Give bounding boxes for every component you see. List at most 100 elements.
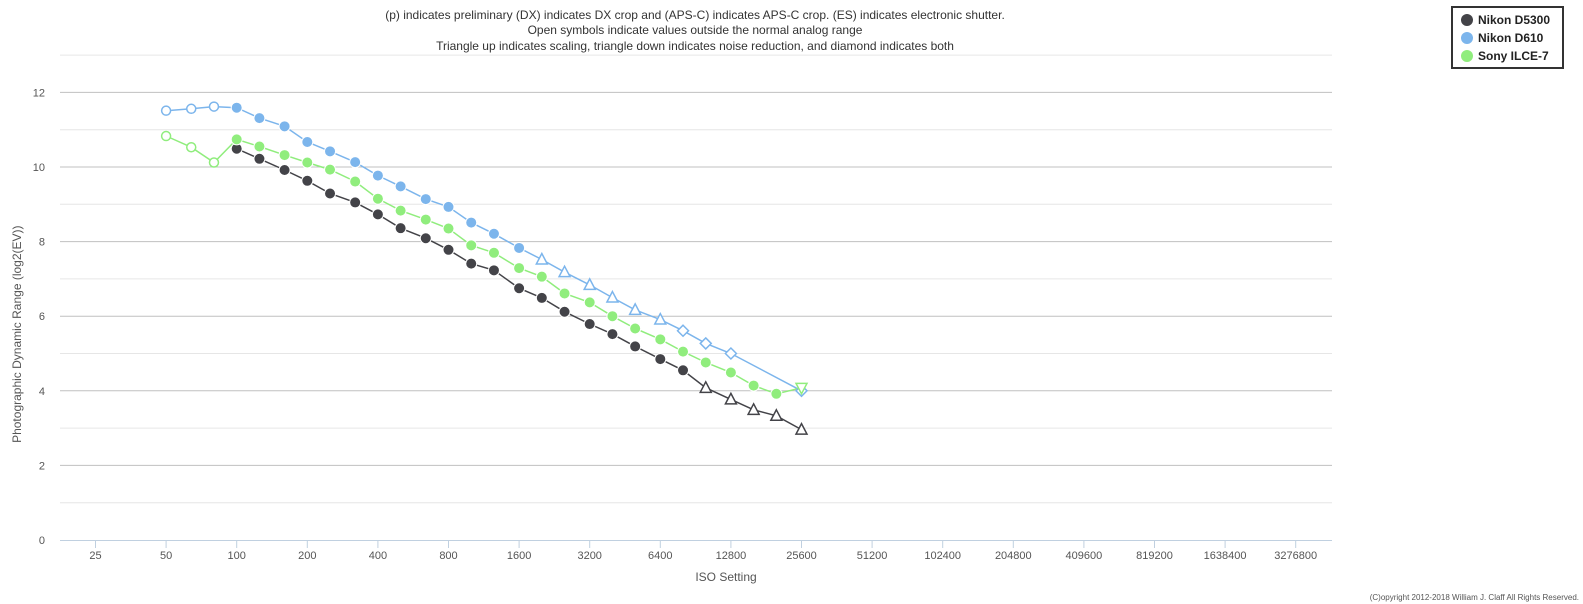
- x-tick-label: 25600: [786, 550, 817, 562]
- data-point-0: [324, 187, 337, 200]
- data-point-0: [253, 152, 266, 165]
- y-tick-label: 2: [39, 460, 45, 472]
- data-point-2: [535, 270, 548, 283]
- data-point-1: [487, 227, 500, 240]
- data-point-2: [487, 246, 500, 259]
- data-point-1: [230, 101, 243, 114]
- legend: Nikon D5300 Nikon D610 Sony ILCE-7: [1451, 6, 1564, 69]
- data-point-1: [605, 289, 620, 303]
- x-tick-label: 102400: [924, 550, 961, 562]
- y-tick-label: 8: [39, 237, 45, 249]
- data-point-2: [465, 239, 478, 252]
- data-point-1: [419, 193, 432, 206]
- data-point-2: [794, 382, 809, 396]
- copyright-notice: (C)opyright 2012-2018 William J. Claff A…: [1369, 593, 1579, 602]
- data-point-2: [606, 310, 619, 323]
- data-point-2: [253, 140, 266, 153]
- data-point-2: [349, 175, 362, 188]
- x-tick-label: 200: [298, 550, 316, 562]
- data-point-2: [394, 204, 407, 217]
- data-point-0: [371, 208, 384, 221]
- data-point-1: [628, 302, 642, 316]
- series-line-2: [165, 135, 802, 395]
- x-tick-label: 400: [369, 550, 387, 562]
- data-point-1: [349, 156, 362, 169]
- data-point-1: [278, 120, 291, 133]
- data-point-0: [465, 257, 478, 270]
- data-point-0: [394, 222, 407, 235]
- data-point-1: [185, 103, 197, 115]
- data-point-2: [558, 287, 571, 300]
- data-point-0: [677, 364, 690, 377]
- data-point-1: [394, 180, 407, 193]
- data-point-1: [557, 264, 572, 278]
- data-point-2: [677, 345, 690, 358]
- data-point-1: [324, 145, 337, 158]
- x-axis-title: ISO Setting: [695, 570, 756, 584]
- x-tick-label: 6400: [648, 550, 672, 562]
- data-point-0: [654, 353, 667, 366]
- x-tick-label: 819200: [1136, 550, 1173, 562]
- data-point-0: [724, 391, 738, 405]
- x-tick-label: 3200: [577, 550, 601, 562]
- data-point-2: [770, 387, 783, 400]
- data-point-2: [699, 356, 712, 369]
- data-point-2: [208, 157, 220, 168]
- legend-item-nikon-d5300[interactable]: Nikon D5300: [1461, 12, 1550, 28]
- data-point-2: [629, 322, 642, 335]
- x-tick-label: 409600: [1066, 550, 1103, 562]
- legend-marker: [1461, 32, 1473, 44]
- data-point-0: [535, 291, 548, 304]
- data-point-2: [160, 130, 172, 142]
- data-point-1: [676, 324, 690, 338]
- data-point-0: [442, 243, 455, 256]
- data-point-2: [513, 262, 526, 275]
- chart-note-2: Open symbols indicate values outside the…: [527, 23, 863, 37]
- x-tick-label: 25: [89, 550, 101, 562]
- data-point-1: [699, 336, 713, 350]
- legend-item-nikon-d610[interactable]: Nikon D610: [1461, 30, 1543, 46]
- data-point-0: [769, 408, 784, 422]
- legend-label: Nikon D610: [1478, 31, 1544, 45]
- data-point-2: [324, 163, 337, 176]
- legend-marker: [1461, 50, 1473, 62]
- data-point-1: [371, 169, 384, 182]
- data-point-1: [513, 241, 526, 254]
- data-point-2: [442, 222, 455, 235]
- data-point-1: [535, 251, 549, 265]
- y-tick-label: 12: [33, 87, 45, 99]
- y-tick-label: 10: [33, 162, 45, 174]
- data-point-2: [278, 149, 291, 162]
- data-point-0: [278, 163, 291, 176]
- y-tick-label: 4: [39, 386, 45, 398]
- data-point-2: [185, 141, 197, 153]
- x-tick-label: 51200: [857, 550, 888, 562]
- y-axis-title: Photographic Dynamic Range (log2(EV)): [10, 225, 24, 442]
- x-tick-label: 800: [439, 550, 457, 562]
- x-tick-label: 3276800: [1274, 550, 1317, 562]
- data-point-2: [301, 156, 314, 169]
- data-point-1: [301, 136, 314, 149]
- data-point-1: [208, 101, 220, 112]
- legend-item-sony-ilce-7[interactable]: Sony ILCE-7: [1461, 48, 1549, 64]
- data-point-0: [746, 402, 761, 416]
- chart-note-3: Triangle up indicates scaling, triangle …: [436, 39, 954, 53]
- chart-note-1: (p) indicates preliminary (DX) indicates…: [385, 8, 1005, 22]
- x-tick-label: 12800: [716, 550, 747, 562]
- data-point-1: [653, 311, 668, 325]
- data-point-1: [253, 112, 266, 125]
- data-point-1: [160, 105, 172, 116]
- y-tick-label: 6: [39, 311, 45, 323]
- x-tick-label: 1638400: [1204, 550, 1247, 562]
- x-tick-label: 50: [160, 550, 172, 562]
- data-point-1: [582, 277, 597, 291]
- x-tick-label: 204800: [995, 550, 1032, 562]
- legend-marker: [1461, 14, 1473, 26]
- legend-label: Nikon D5300: [1478, 13, 1551, 27]
- data-point-2: [371, 192, 384, 205]
- data-point-0: [419, 232, 432, 245]
- data-point-0: [558, 305, 571, 318]
- data-point-0: [487, 264, 500, 277]
- x-tick-label: 100: [228, 550, 246, 562]
